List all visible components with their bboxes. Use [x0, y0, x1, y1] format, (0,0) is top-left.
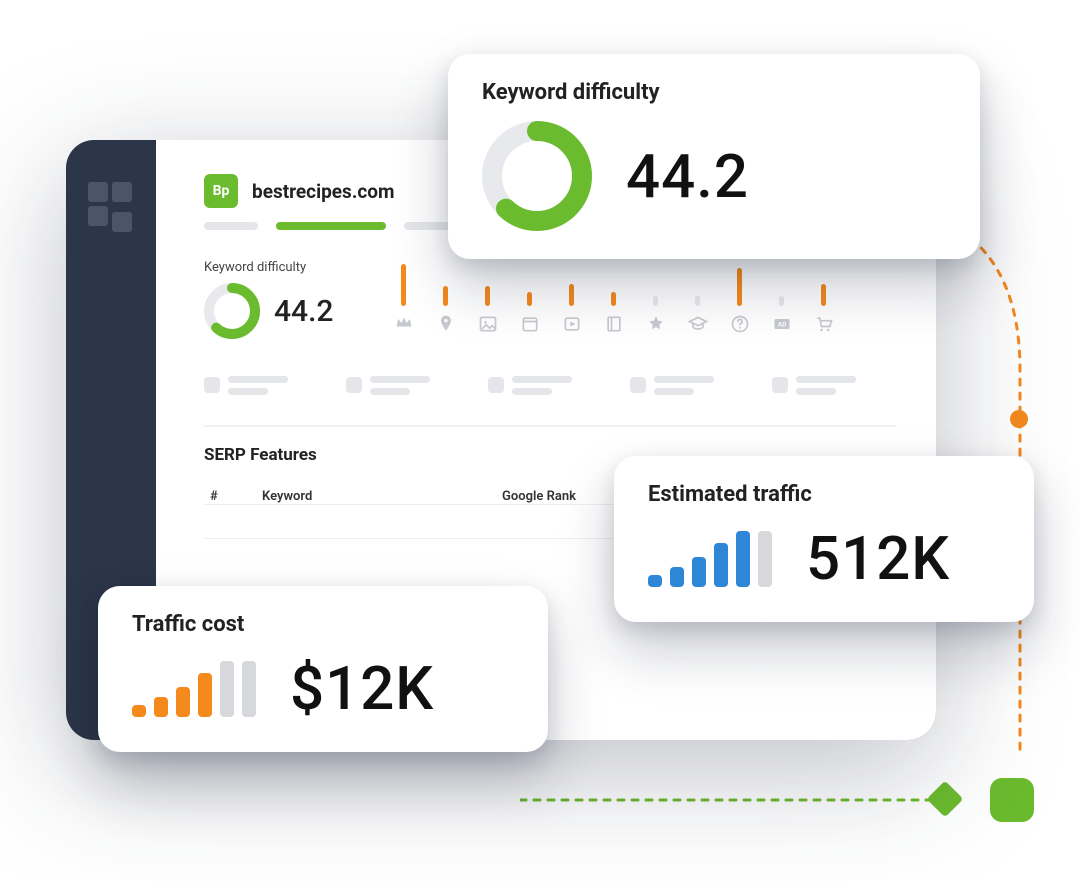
- kd-small: Keyword difficulty 44.2: [204, 260, 334, 339]
- help-icon: [730, 314, 750, 339]
- card-kd-ring: [482, 121, 592, 231]
- svg-text:AD: AD: [777, 321, 786, 329]
- deco-dot-orange: [1010, 410, 1028, 428]
- cart-icon: [814, 314, 834, 339]
- card-cost-value: $12K: [290, 653, 434, 724]
- kd-small-title: Keyword difficulty: [204, 260, 334, 275]
- metric-skeleton-row: [204, 369, 896, 401]
- deco-diamond-green: [927, 781, 964, 818]
- kd-small-value: 44.2: [274, 294, 334, 329]
- serp-feature-bars: AD: [394, 264, 897, 339]
- card-cost-title: Traffic cost: [132, 612, 514, 637]
- th-keyword: Keyword: [262, 489, 462, 504]
- card-traffic: Estimated traffic 512K: [614, 456, 1034, 622]
- deco-square-green: [990, 778, 1034, 822]
- th-rank: Google Rank: [502, 489, 622, 504]
- pin-icon: [436, 314, 456, 339]
- card-cost: Traffic cost $12K: [98, 586, 548, 752]
- card-cost-bars: [132, 661, 256, 717]
- book-icon: [604, 314, 624, 339]
- star-icon: [646, 314, 666, 339]
- ad-icon: AD: [772, 314, 792, 339]
- kd-small-ring: [204, 283, 260, 339]
- grad-icon: [688, 314, 708, 339]
- domain-badge: Bp: [204, 174, 238, 208]
- card-traffic-value: 512K: [806, 523, 950, 594]
- card-kd: Keyword difficulty 44.2: [448, 54, 980, 259]
- calendar-icon: [520, 314, 540, 339]
- card-kd-title: Keyword difficulty: [482, 80, 946, 105]
- app-logo-icon: [88, 182, 132, 226]
- card-traffic-title: Estimated traffic: [648, 482, 1000, 507]
- play-icon: [562, 314, 582, 339]
- card-traffic-bars: [648, 531, 772, 587]
- domain-name: bestrecipes.com: [252, 180, 394, 203]
- image-icon: [478, 314, 498, 339]
- divider: [204, 425, 896, 427]
- crown-icon: [394, 314, 414, 339]
- th-idx: #: [210, 489, 222, 504]
- card-kd-value: 44.2: [626, 141, 749, 212]
